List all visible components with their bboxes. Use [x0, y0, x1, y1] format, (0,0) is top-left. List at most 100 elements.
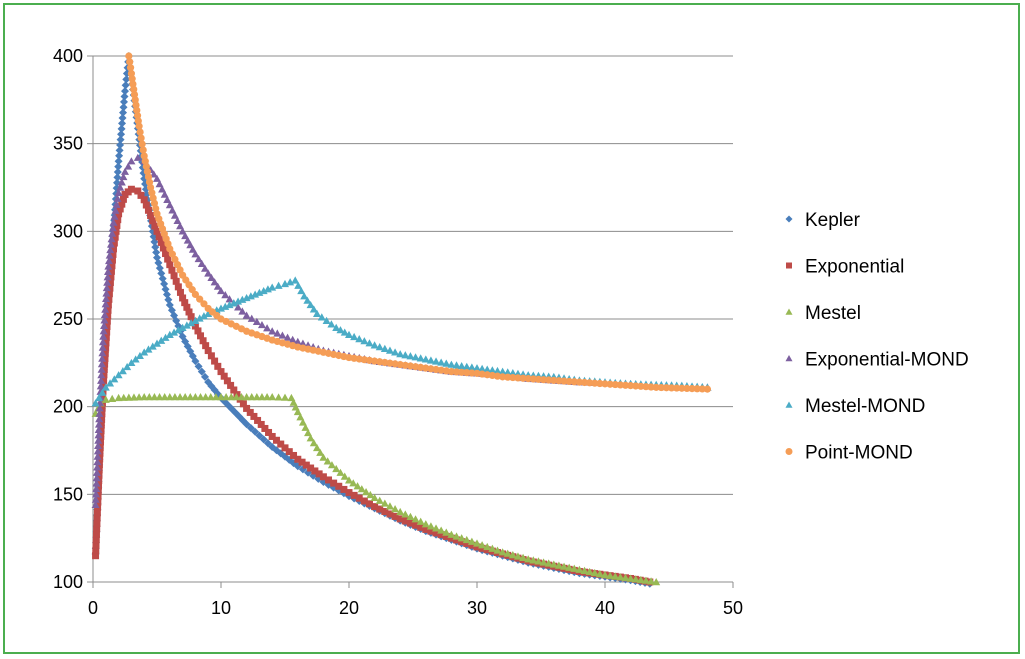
data-point — [247, 393, 256, 401]
data-point — [596, 379, 604, 388]
data-point — [95, 415, 104, 423]
data-point — [206, 393, 215, 401]
data-point — [647, 577, 656, 585]
data-point — [94, 441, 103, 450]
data-point — [225, 295, 234, 303]
data-point — [281, 393, 289, 401]
data-point — [100, 321, 109, 329]
data-point — [616, 573, 625, 581]
data-point — [350, 491, 358, 499]
data-point — [514, 374, 522, 382]
data-point — [138, 140, 146, 148]
data-point — [92, 484, 101, 492]
data-point — [370, 493, 379, 502]
data-point — [170, 211, 179, 219]
legend-label: Point-MOND — [805, 443, 913, 464]
data-point — [493, 546, 502, 554]
data-point — [128, 75, 136, 83]
data-point — [360, 337, 369, 345]
data-point — [94, 431, 103, 439]
data-point — [298, 418, 307, 426]
data-point — [187, 319, 196, 327]
data-point — [104, 262, 113, 270]
data-point — [101, 300, 110, 308]
data-point — [98, 410, 106, 418]
data-point — [100, 376, 108, 384]
data-point — [539, 558, 548, 566]
data-point — [101, 355, 109, 363]
data-point — [150, 393, 159, 401]
data-point — [268, 327, 277, 335]
legend-item: Exponential-MOND — [785, 350, 969, 371]
data-point — [194, 362, 203, 371]
data-point — [201, 393, 210, 401]
data-point — [657, 383, 665, 392]
data-point — [432, 529, 440, 537]
data-point — [406, 519, 414, 527]
data-point — [693, 385, 701, 393]
data-point — [293, 407, 302, 416]
data-point — [357, 485, 366, 493]
data-point — [509, 373, 517, 382]
legend-label: Exponential — [805, 257, 904, 278]
legend-item: Mestel-MOND — [785, 396, 925, 417]
legend-label: Mestel — [805, 303, 861, 324]
data-point — [499, 373, 507, 381]
data-point — [121, 87, 129, 96]
data-point — [125, 52, 133, 60]
data-point — [257, 420, 265, 428]
data-point — [452, 361, 461, 369]
data-point — [133, 112, 142, 120]
data-point — [498, 548, 507, 556]
data-point — [139, 146, 147, 154]
data-point — [327, 320, 336, 328]
data-point — [555, 377, 563, 385]
data-point — [110, 212, 119, 220]
data-point — [207, 352, 215, 360]
data-point — [322, 316, 331, 324]
data-point — [652, 578, 661, 586]
data-point — [196, 295, 204, 303]
data-point — [288, 335, 297, 343]
data-point — [473, 364, 481, 372]
data-point — [230, 386, 238, 394]
data-point — [285, 448, 293, 456]
data-point — [626, 574, 635, 582]
legend-label: Kepler — [805, 210, 861, 231]
data-point — [157, 336, 166, 344]
data-point — [385, 346, 394, 354]
data-point — [611, 380, 619, 389]
data-point — [636, 575, 645, 584]
data-point — [131, 96, 139, 104]
data-point — [263, 393, 272, 401]
data-point — [197, 259, 206, 267]
data-point — [112, 227, 120, 235]
data-point — [565, 377, 573, 386]
data-point — [109, 218, 118, 226]
data-point — [590, 568, 599, 577]
x-tick-label: 20 — [339, 598, 359, 618]
data-point — [396, 515, 404, 523]
data-point — [97, 365, 106, 373]
data-point — [122, 75, 131, 84]
data-point — [291, 276, 300, 284]
data-point — [297, 286, 306, 295]
data-point — [406, 512, 415, 520]
data-point — [493, 366, 502, 375]
data-point — [108, 224, 117, 232]
data-point — [119, 108, 128, 117]
data-point — [545, 376, 553, 384]
data-point — [102, 289, 111, 297]
data-point — [591, 379, 599, 387]
data-point — [274, 281, 283, 289]
data-point — [411, 353, 420, 361]
data-point — [303, 296, 312, 304]
data-point — [549, 560, 558, 568]
data-point — [160, 393, 169, 401]
data-point — [223, 377, 231, 385]
data-point — [641, 576, 650, 584]
data-point — [191, 357, 200, 366]
data-point — [101, 294, 110, 302]
data-point — [411, 515, 420, 523]
data-point — [432, 357, 441, 365]
